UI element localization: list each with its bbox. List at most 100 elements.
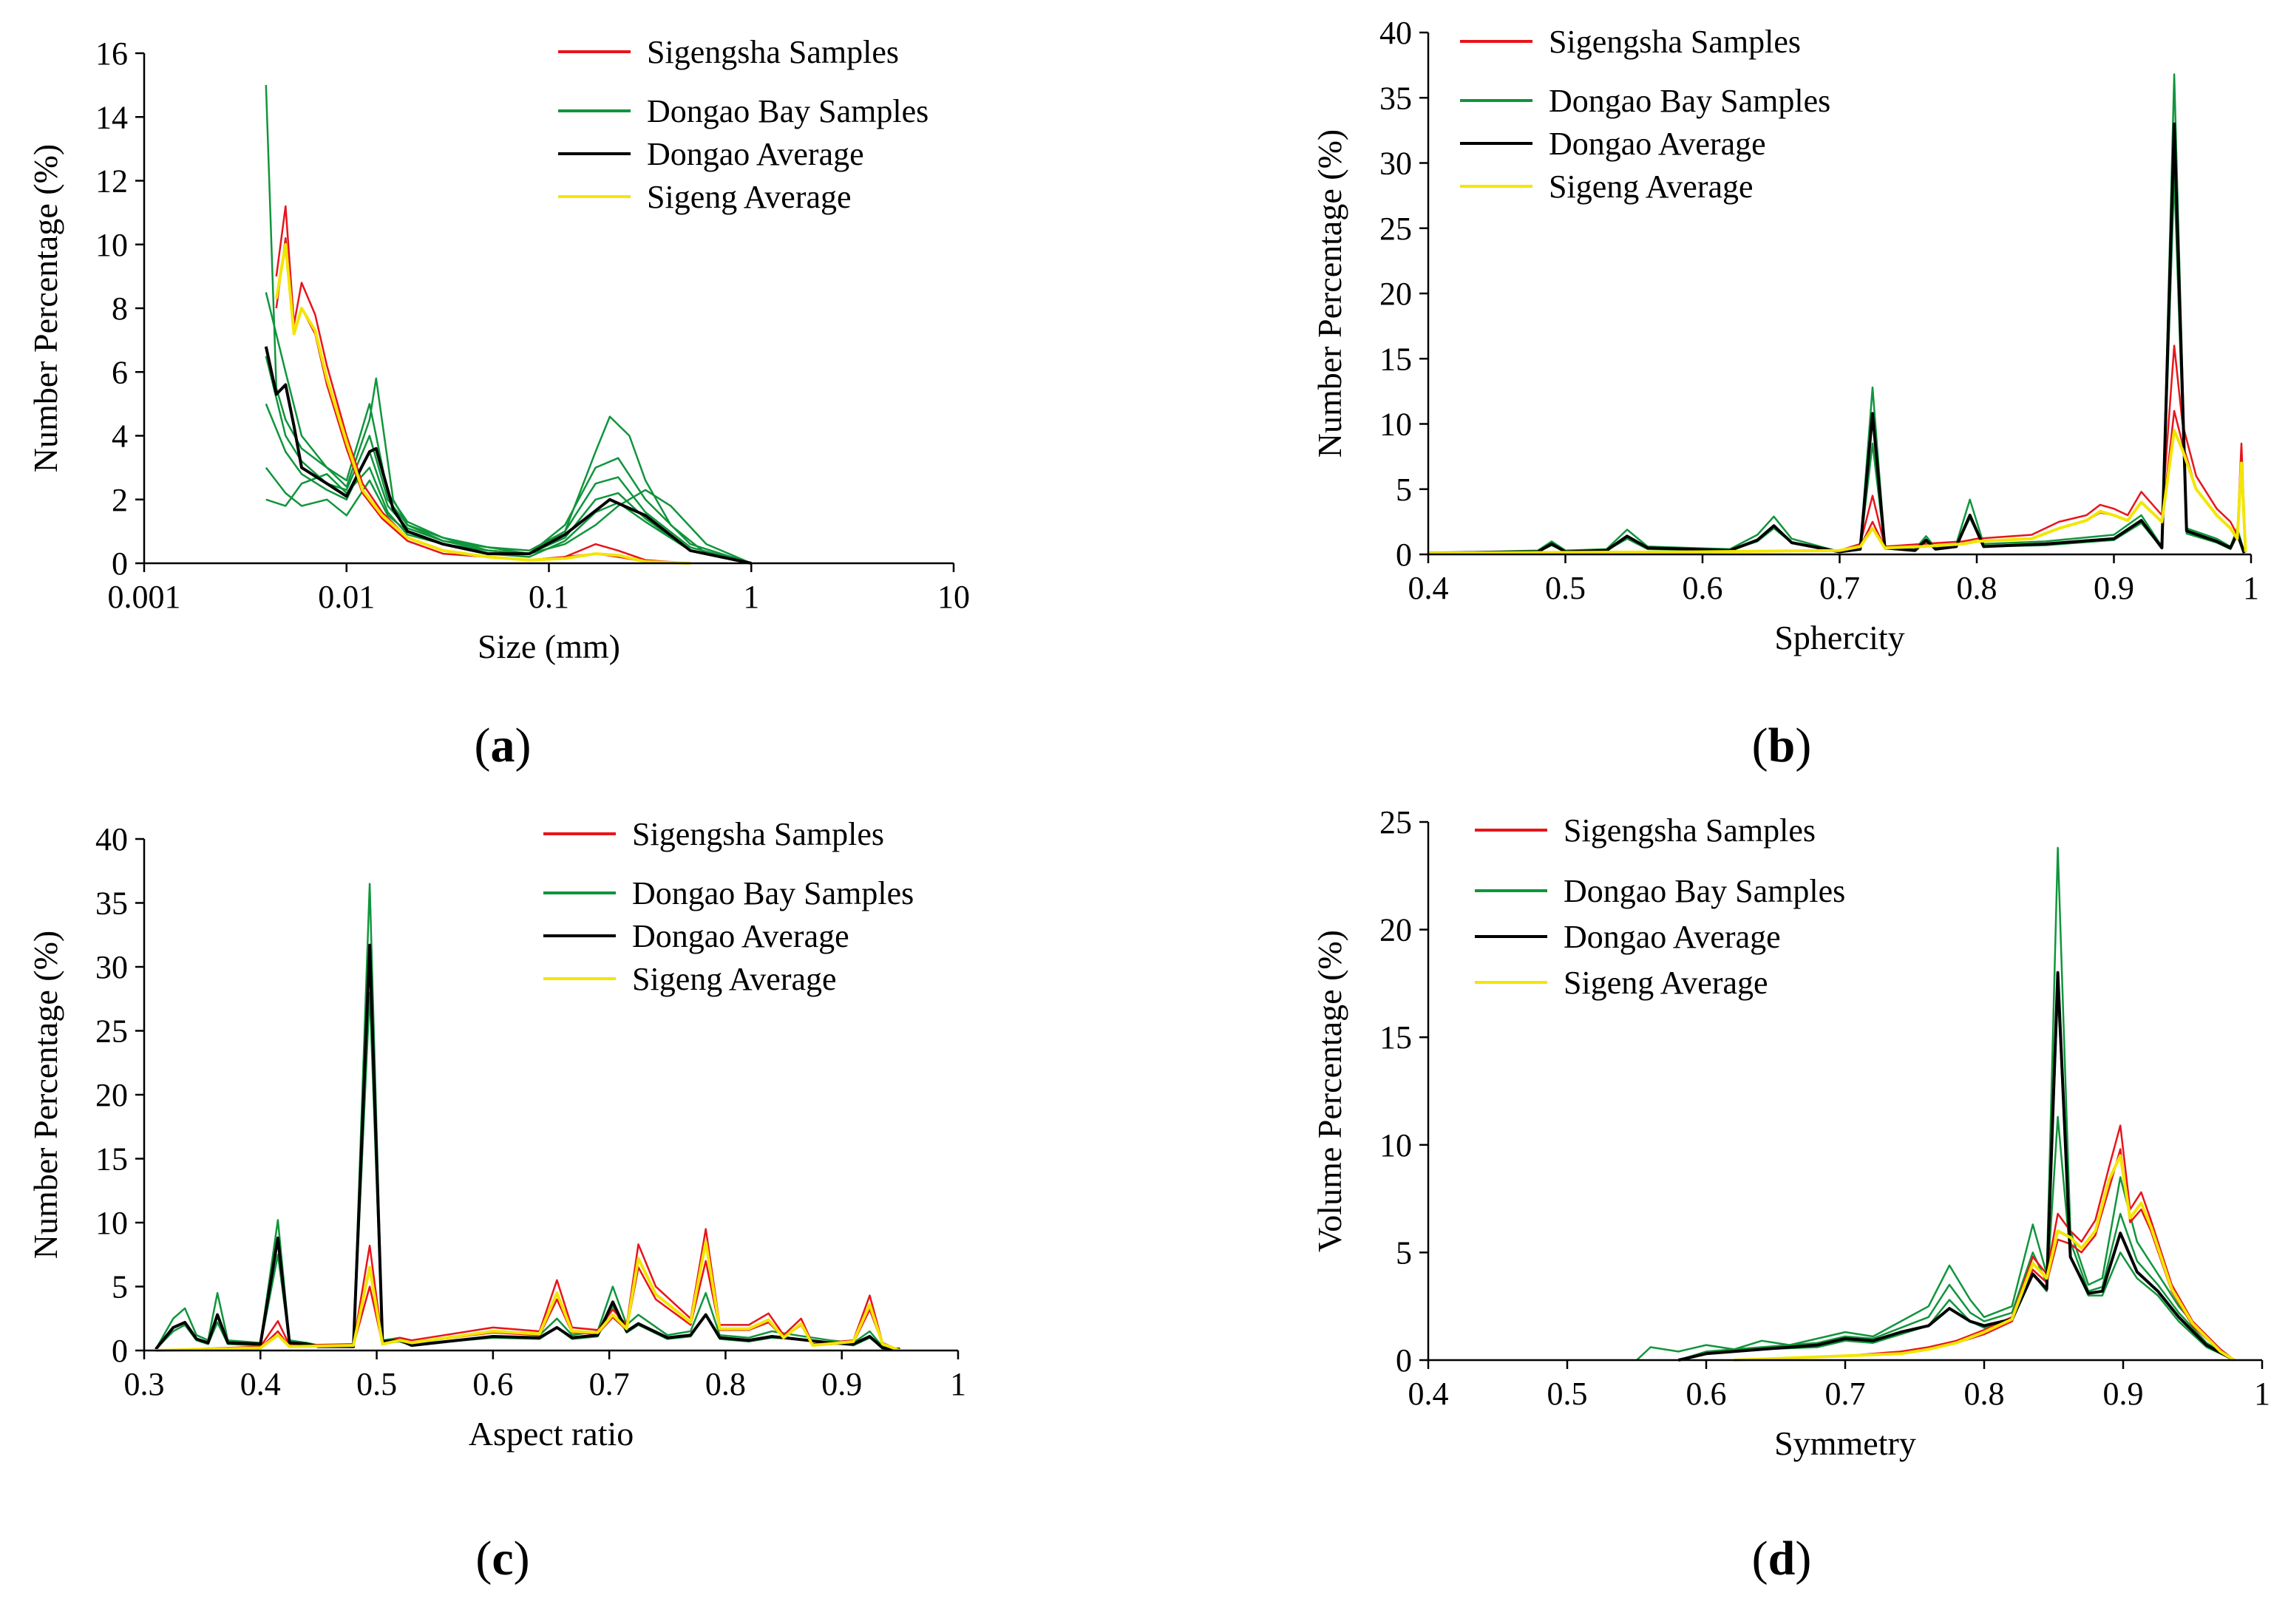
- legend-label-dongao-bay-samples: Dongao Bay Samples: [647, 93, 929, 129]
- panel-caption: (c): [475, 1532, 529, 1586]
- panel-caption: (b): [1752, 718, 1812, 772]
- series-line-sigengsha-samples-2: [275, 237, 690, 565]
- x-tick-label: 1: [2243, 570, 2259, 606]
- y-axis-title: Number Percentage (%): [27, 931, 64, 1259]
- x-tick-label: 0.8: [705, 1366, 746, 1402]
- y-axis-title: Number Percentage (%): [1311, 129, 1348, 458]
- legend-label-sigengsha-samples: Sigengsha Samples: [632, 816, 884, 852]
- x-tick-label: 0.7: [1825, 1376, 1866, 1412]
- y-tick-label: 10: [1379, 1127, 1412, 1163]
- y-tick-label: 30: [95, 949, 128, 985]
- y-tick-label: 25: [95, 1013, 128, 1050]
- legend-label-dongao-average: Dongao Average: [1564, 919, 1781, 955]
- chart-panel-b: 0 5 10 15 20 25 30 35 40 0.4 0.5 0.6 0.7 0.8 0.9 1 Spher…: [1311, 15, 2259, 772]
- y-tick-label: 5: [112, 1269, 128, 1305]
- x-tick-label: 10: [937, 579, 970, 615]
- x-tick-label: 0.6: [472, 1366, 513, 1402]
- legend: Sigengsha Samples Dongao Bay Samples Donga…: [543, 816, 914, 997]
- y-tick-label: 4: [112, 418, 128, 455]
- legend: Sigengsha Samples Dongao Bay Samples Donga…: [1460, 24, 1830, 205]
- y-tick-label: 25: [1379, 804, 1412, 840]
- x-tick-label: 0.9: [821, 1366, 862, 1402]
- y-tick-label: 15: [95, 1141, 128, 1178]
- y-axis-title: Volume Percentage (%): [1311, 930, 1348, 1252]
- x-tick-label: 0.5: [1547, 1376, 1588, 1412]
- y-tick-label: 0: [1396, 1342, 1412, 1379]
- legend: Sigengsha Samples Dongao Bay Samples Donga…: [558, 34, 929, 215]
- x-tick-label: 0.4: [240, 1366, 281, 1402]
- x-tick-label: 0.5: [1545, 570, 1586, 606]
- legend-label-dongao-average: Dongao Average: [647, 136, 864, 172]
- x-tick-label: 0.4: [1408, 570, 1449, 606]
- series-line-dongao-bay-samples-3: [1678, 993, 2236, 1362]
- series-line-sigeng-average-1: [274, 242, 690, 565]
- x-tick-label: 0.8: [1957, 570, 1997, 606]
- y-tick-label: 6: [112, 354, 128, 390]
- legend-label-dongao-average: Dongao Average: [1549, 126, 1766, 162]
- x-tick-label: 1: [2254, 1376, 2270, 1412]
- y-tick-label: 0: [1396, 537, 1412, 573]
- x-tick-label: 0.7: [1819, 570, 1860, 606]
- y-tick-label: 16: [95, 35, 128, 72]
- y-tick-label: 0: [112, 546, 128, 582]
- legend-label-sigeng-average: Sigeng Average: [632, 961, 837, 997]
- legend-label-dongao-bay-samples: Dongao Bay Samples: [1549, 83, 1830, 119]
- y-tick-label: 10: [95, 1205, 128, 1241]
- x-tick-label: 0.4: [1408, 1376, 1449, 1412]
- series-line-dongao-bay-samples-6: [265, 292, 752, 565]
- y-tick-label: 2: [112, 482, 128, 518]
- x-tick-label: 0.01: [318, 579, 375, 615]
- series-line-sigeng-average-1: [1734, 1154, 2236, 1362]
- x-tick-label: 0.7: [589, 1366, 630, 1402]
- legend-label-sigeng-average: Sigeng Average: [1549, 169, 1754, 205]
- y-tick-label: 15: [1379, 341, 1412, 377]
- chart-panel-d: 0 5 10 15 20 25 0.4 0.5 0.6 0.7 0.8 0.9 1 Symmetry Vol…: [1311, 804, 2270, 1586]
- x-tick-label: 0.8: [1964, 1376, 2005, 1412]
- y-tick-label: 40: [1379, 15, 1412, 51]
- x-tick-label: 0.001: [108, 579, 181, 615]
- y-tick-label: 8: [112, 291, 128, 327]
- legend-label-dongao-bay-samples: Dongao Bay Samples: [632, 875, 914, 911]
- legend-label-sigengsha-samples: Sigengsha Samples: [647, 34, 899, 70]
- y-tick-label: 5: [1396, 1234, 1412, 1271]
- x-tick-label: 0.9: [2094, 570, 2134, 606]
- legend: Sigengsha Samples Dongao Bay Samples Donga…: [1475, 812, 1845, 1001]
- series-line-sigeng-average-1: [155, 1240, 901, 1352]
- y-tick-label: 0: [112, 1333, 128, 1369]
- y-tick-label: 20: [1379, 276, 1412, 312]
- y-tick-label: 10: [1379, 407, 1412, 443]
- y-tick-label: 10: [95, 227, 128, 263]
- series-line-sigeng-average-1: [1428, 429, 2247, 555]
- x-tick-label: 1: [950, 1366, 966, 1402]
- y-axis-title: Number Percentage (%): [27, 144, 64, 472]
- series-line-dongao-bay-samples-2: [1428, 174, 2245, 554]
- legend-label-dongao-bay-samples: Dongao Bay Samples: [1564, 873, 1845, 909]
- y-tick-label: 35: [1379, 80, 1412, 116]
- legend-label-dongao-average: Dongao Average: [632, 918, 849, 954]
- series-line-dongao-average-1: [155, 943, 900, 1351]
- legend-label-sigeng-average: Sigeng Average: [1564, 965, 1768, 1001]
- y-tick-label: 20: [95, 1077, 128, 1113]
- x-tick-label: 0.3: [124, 1366, 165, 1402]
- y-tick-label: 25: [1379, 211, 1412, 247]
- x-tick-label: 0.9: [2103, 1376, 2144, 1412]
- series-line-dongao-average-1: [264, 346, 752, 565]
- x-tick-label: 0.6: [1686, 1376, 1727, 1412]
- panel-caption: (a): [475, 718, 532, 772]
- legend-label-sigengsha-samples: Sigengsha Samples: [1564, 812, 1816, 849]
- y-tick-label: 12: [95, 163, 128, 200]
- x-axis-title: Symmetry: [1774, 1424, 1916, 1462]
- x-tick-label: 0.6: [1683, 570, 1723, 606]
- panel-caption: (d): [1752, 1532, 1812, 1586]
- y-tick-label: 15: [1379, 1019, 1412, 1056]
- y-tick-label: 5: [1396, 472, 1412, 508]
- y-tick-label: 35: [95, 886, 128, 922]
- y-tick-label: 14: [95, 99, 128, 135]
- x-tick-label: 0.5: [356, 1366, 397, 1402]
- y-tick-label: 20: [1379, 912, 1412, 948]
- series-line-dongao-bay-samples-2: [265, 466, 752, 565]
- y-tick-label: 40: [95, 821, 128, 857]
- x-axis-title: Sphercity: [1774, 619, 1904, 656]
- series-line-dongao-bay-samples-4: [265, 356, 752, 565]
